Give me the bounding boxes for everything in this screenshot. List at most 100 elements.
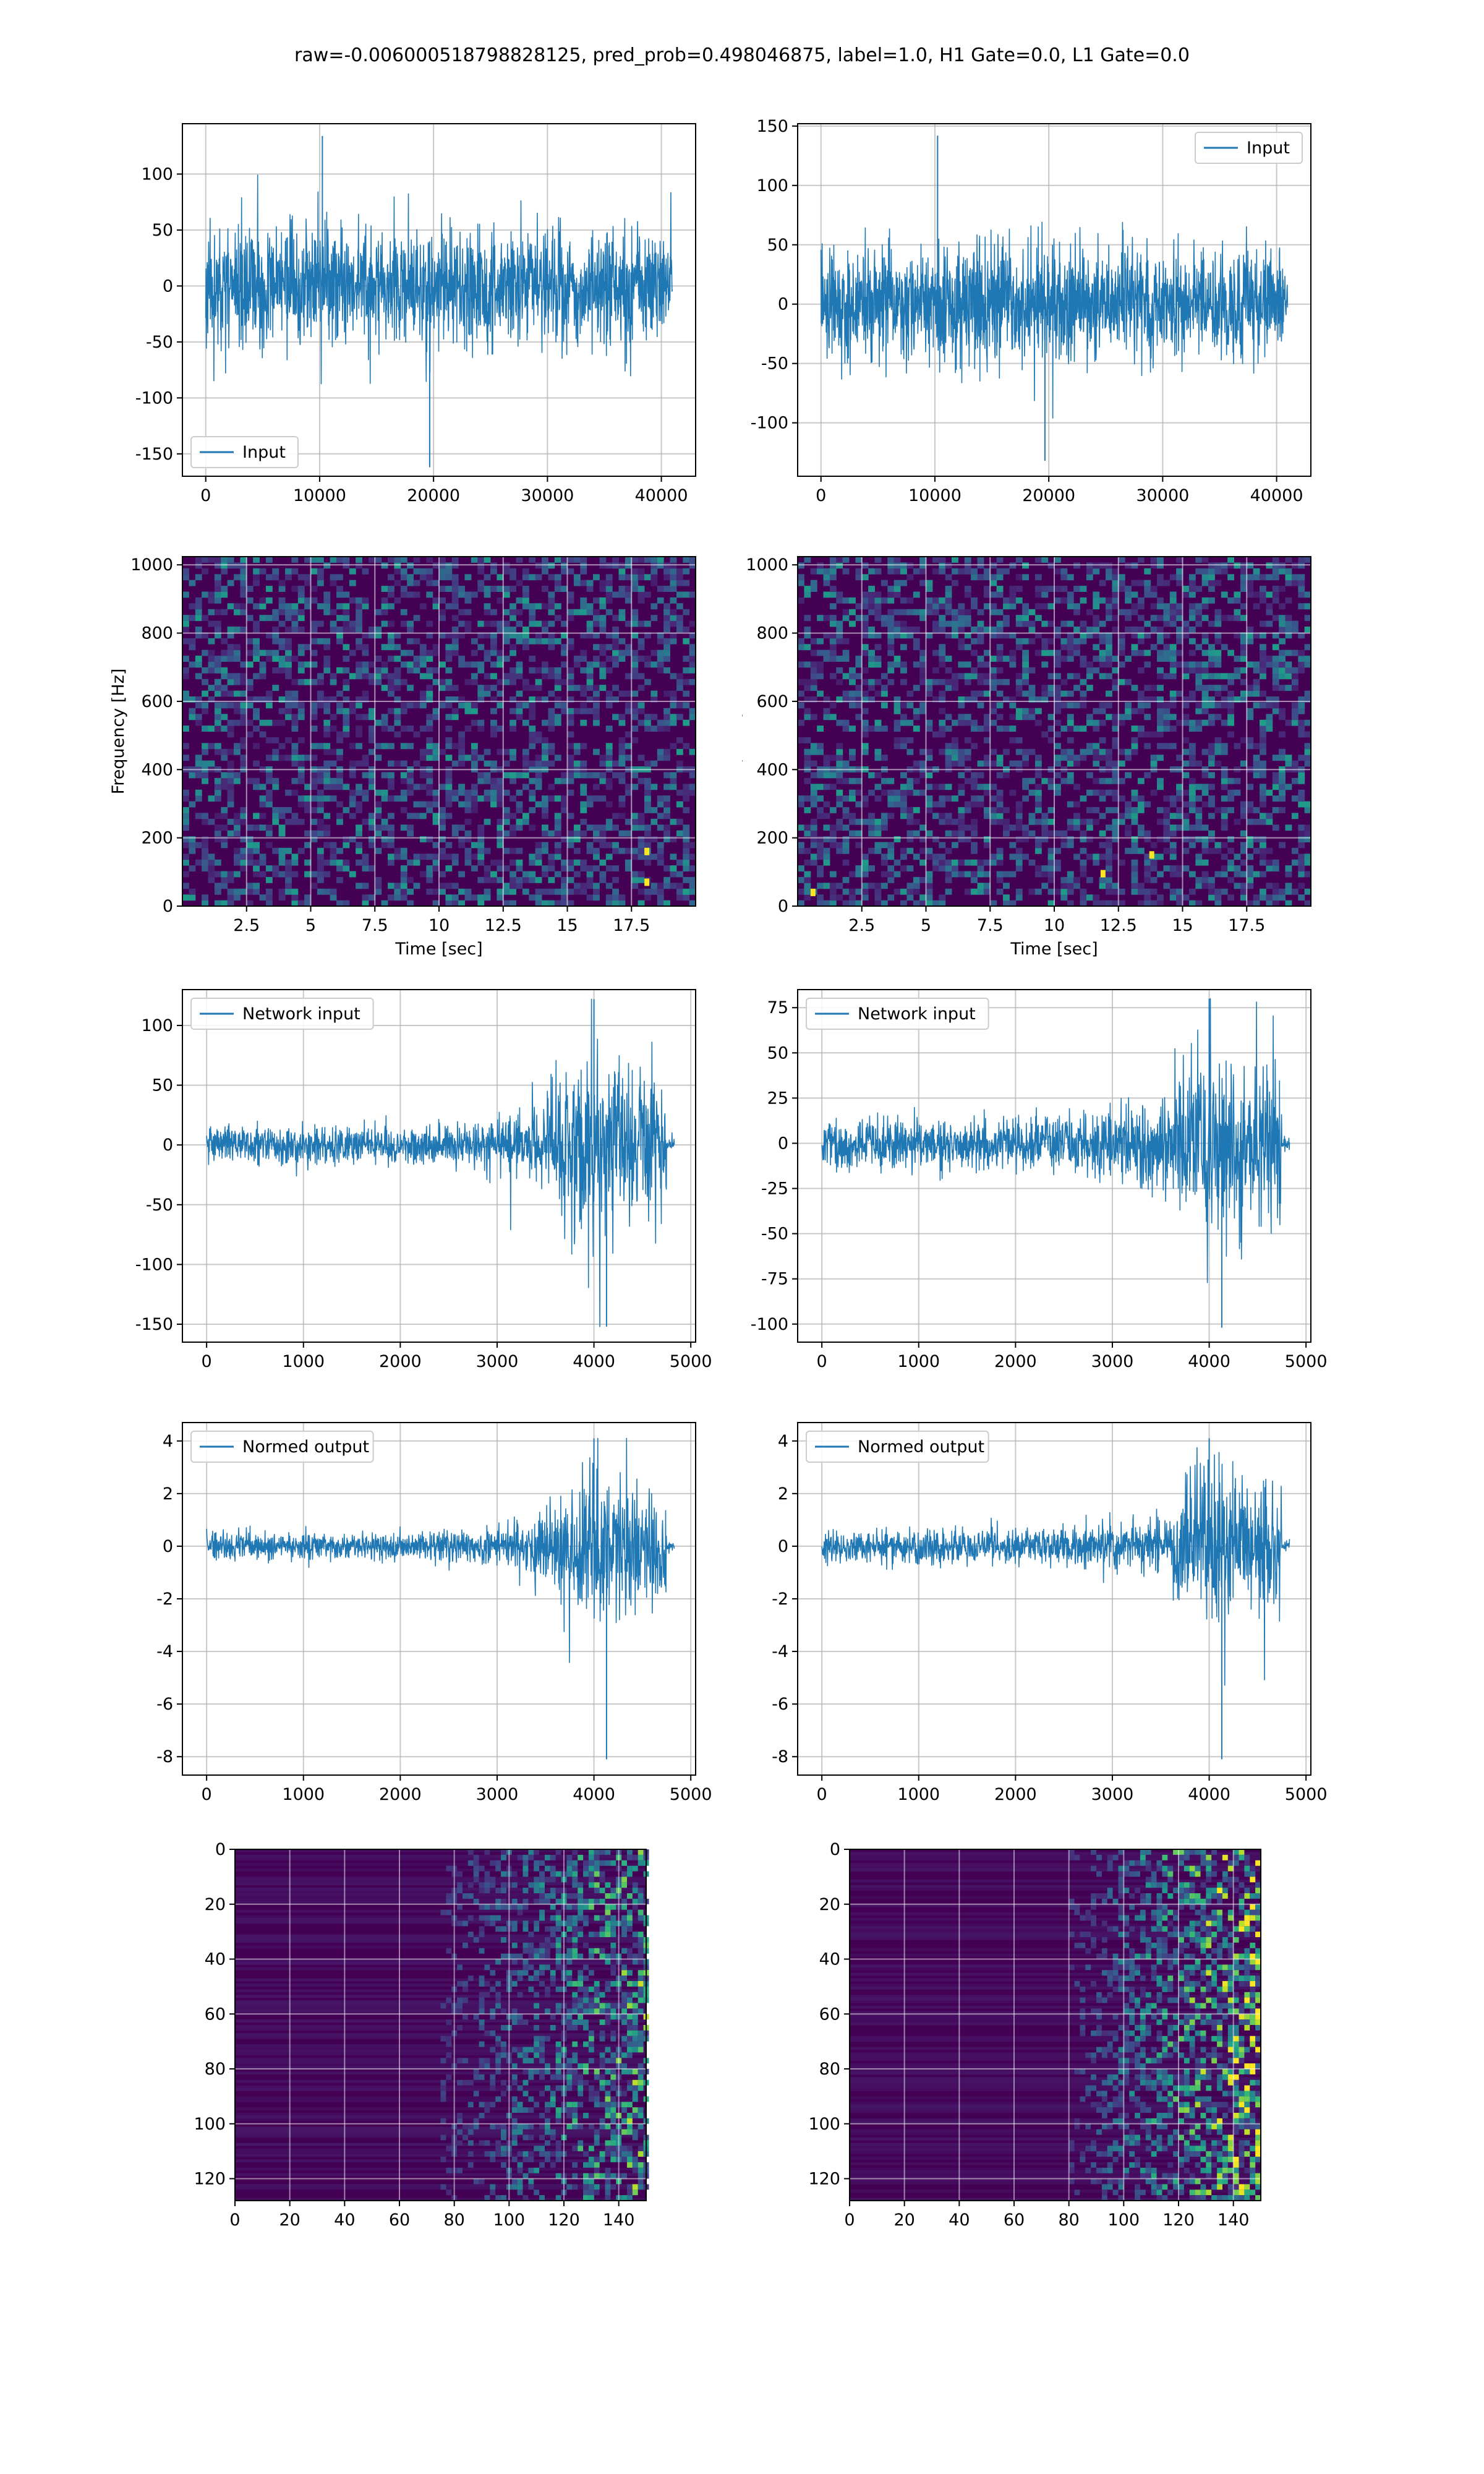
spectrogram-cell — [221, 748, 228, 755]
spectrogram-cell — [952, 737, 958, 743]
spectrogram-cell — [952, 865, 958, 871]
spectrogram-cell — [234, 748, 241, 755]
y-tick-label: -150 — [135, 445, 173, 464]
spectrogram-cell — [445, 702, 453, 709]
spectrogram-cell — [945, 795, 952, 802]
spectrogram-cell — [817, 842, 824, 849]
matrix-row-band — [235, 2173, 646, 2177]
matrix-cell — [457, 2129, 463, 2135]
spectrogram-cell — [650, 615, 658, 622]
spectrogram-cell — [1266, 859, 1273, 866]
spectrogram-cell — [1163, 824, 1171, 831]
spectrogram-cell — [618, 562, 626, 569]
spectrogram-cell — [861, 562, 869, 569]
y-tick-label: 20 — [205, 1895, 226, 1914]
spectrogram-cell — [990, 656, 997, 662]
spectrogram-cell — [593, 830, 600, 837]
spectrogram-cell — [195, 562, 202, 569]
spectrogram-cell — [855, 557, 863, 563]
spectrogram-cell — [868, 632, 875, 639]
spectrogram-cell — [804, 777, 811, 784]
spectrogram-cell — [1291, 667, 1298, 674]
spectrogram-cell — [388, 795, 394, 802]
matrix-cell — [484, 1882, 490, 1888]
spectrogram-cell — [1188, 719, 1196, 726]
grid — [182, 557, 696, 907]
spectrogram-cell — [227, 562, 234, 569]
spectrogram-cell — [1188, 615, 1196, 622]
spectrogram-cell — [983, 842, 991, 849]
spectrogram-cell — [1125, 609, 1132, 615]
spectrogram-cell — [1214, 888, 1222, 895]
spectrogram-cell — [253, 743, 260, 750]
spectrogram-cell — [182, 673, 189, 680]
spectrogram-cell — [919, 859, 926, 866]
spectrogram-cell — [1118, 586, 1125, 592]
spectrogram-cell — [1298, 859, 1305, 866]
spectrogram-cell — [451, 789, 459, 796]
spectrogram-cell — [638, 847, 645, 854]
spectrogram-cell — [958, 871, 965, 878]
spectrogram-cell — [529, 894, 536, 901]
spectrogram-cell — [432, 644, 440, 651]
spectrogram-cell — [451, 557, 459, 563]
spectrogram-cell — [1093, 632, 1100, 639]
matrix-cell — [479, 2074, 485, 2080]
spectrogram-cell — [195, 603, 202, 610]
spectrogram-cell — [1266, 847, 1273, 854]
matrix-cell — [479, 1975, 485, 1981]
spectrogram-cell — [919, 667, 926, 674]
spectrogram-cell — [227, 649, 234, 656]
spectrogram-cell — [221, 842, 228, 849]
spectrogram-cell — [977, 627, 984, 633]
spectrogram-cell — [798, 690, 804, 697]
spectrogram-cell — [849, 620, 856, 627]
spectrogram-cell — [1112, 824, 1119, 831]
spectrogram-cell — [317, 603, 324, 610]
spectrogram-cell — [1298, 649, 1305, 656]
spectrogram-cell — [906, 627, 914, 633]
spectrogram-cell — [240, 574, 247, 581]
spectrogram-cell — [317, 830, 324, 837]
spectrogram-cell — [214, 667, 221, 674]
spectrogram-cell — [1272, 574, 1279, 581]
spectrogram-cell — [265, 795, 273, 802]
spectrogram-cell — [964, 696, 971, 703]
spectrogram-cell — [1227, 876, 1234, 883]
spectrogram-cell — [1227, 557, 1234, 563]
spectrogram-cell — [510, 609, 516, 615]
spectrogram-cell — [529, 876, 536, 883]
spectrogram-cell — [663, 836, 670, 842]
spectrogram-cell — [400, 883, 407, 889]
spectrogram-cell — [343, 562, 350, 569]
spectrogram-cell — [990, 748, 997, 755]
matrix-cell — [473, 1860, 479, 1866]
spectrogram-cell — [926, 719, 933, 726]
spectrogram-cell — [458, 760, 465, 767]
spectrogram-cell — [1285, 557, 1292, 563]
spectrogram-cell — [356, 789, 362, 796]
spectrogram-cell — [676, 818, 683, 825]
spectrogram-cell — [535, 760, 542, 767]
spectrogram-cell — [612, 696, 619, 703]
spectrogram-cell — [900, 568, 907, 575]
spectrogram-cell — [638, 719, 645, 726]
matrix-cell — [479, 2025, 485, 2031]
spectrogram-cell — [1015, 685, 1023, 691]
spectrogram-cell — [561, 807, 568, 813]
spectrogram-cell — [375, 847, 382, 854]
spectrogram-cell — [413, 760, 420, 767]
spectrogram-cell — [1003, 603, 1010, 610]
spectrogram-cell — [182, 894, 189, 901]
spectrogram-cell — [439, 685, 446, 691]
spectrogram-cell — [484, 609, 491, 615]
spectrogram-cell — [1137, 696, 1145, 703]
spectrogram-cell — [542, 586, 548, 592]
spectrogram-cell — [484, 865, 491, 871]
spectrogram-cell — [804, 795, 811, 802]
spectrogram-cell — [1137, 702, 1145, 709]
spectrogram-cell — [426, 719, 433, 726]
spectrogram-cell — [983, 568, 991, 575]
spectrogram-cell — [855, 830, 863, 837]
